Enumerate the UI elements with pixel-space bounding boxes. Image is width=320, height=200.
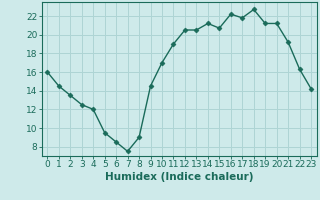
X-axis label: Humidex (Indice chaleur): Humidex (Indice chaleur) <box>105 172 253 182</box>
